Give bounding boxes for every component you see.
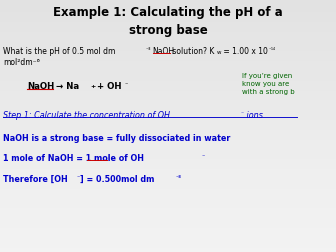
Text: ⁻: ⁻ — [202, 155, 205, 161]
Text: ⁻: ⁻ — [125, 84, 128, 89]
Text: 1 mole of NaOH = 1 mole of OH: 1 mole of NaOH = 1 mole of OH — [3, 154, 144, 163]
Text: w: w — [217, 50, 221, 55]
Text: strong base: strong base — [129, 24, 207, 37]
Text: NaOH: NaOH — [153, 47, 175, 56]
Text: ] = 0.500mol dm: ] = 0.500mol dm — [80, 174, 154, 183]
Text: → Na: → Na — [53, 82, 79, 91]
Text: solution? K: solution? K — [170, 47, 214, 56]
Text: ⁻: ⁻ — [77, 176, 80, 181]
Text: + OH: + OH — [94, 82, 122, 91]
Text: +: + — [91, 84, 96, 89]
Text: ions: ions — [244, 111, 263, 120]
Text: ⁻: ⁻ — [241, 113, 244, 118]
Text: ⁻¹⁴: ⁻¹⁴ — [269, 48, 276, 53]
Text: Therefore [OH: Therefore [OH — [3, 174, 68, 183]
Text: NaOH: NaOH — [27, 82, 54, 91]
Text: = 1.00 x 10: = 1.00 x 10 — [221, 47, 268, 56]
Text: ⁻³: ⁻³ — [145, 48, 151, 53]
Text: NaOH is a strong base = fully dissociated in water: NaOH is a strong base = fully dissociate… — [3, 134, 231, 143]
Text: know you are: know you are — [242, 81, 289, 87]
Text: Step 1: Calculate the concentration of OH: Step 1: Calculate the concentration of O… — [3, 111, 170, 120]
Text: What is the pH of 0.5 mol dm: What is the pH of 0.5 mol dm — [3, 47, 116, 56]
Text: with a strong b: with a strong b — [242, 89, 295, 95]
Text: If you’re given: If you’re given — [242, 73, 292, 79]
Text: Example 1: Calculating the pH of a: Example 1: Calculating the pH of a — [53, 6, 283, 19]
Text: ⁻³: ⁻³ — [176, 176, 182, 181]
Text: mol²dm⁻⁶: mol²dm⁻⁶ — [3, 58, 40, 67]
